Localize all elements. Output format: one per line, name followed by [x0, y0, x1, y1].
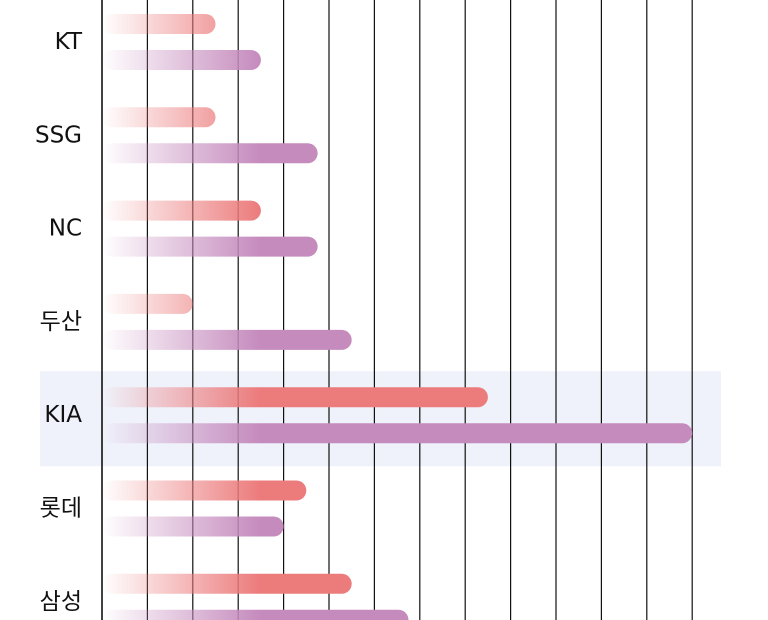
- bar-두산-series-1: [102, 293, 193, 314]
- bar-롯데-series-2: [102, 516, 284, 537]
- bar-KT-series-2: [102, 50, 261, 70]
- category-label: 두산: [40, 309, 82, 335]
- bar-NC-series-2: [102, 236, 318, 257]
- category-label: 롯데: [40, 496, 82, 522]
- bar-KIA-series-1: [102, 387, 488, 408]
- category-label: KT: [55, 29, 83, 55]
- bar-SSG-series-2: [102, 143, 318, 164]
- bar-KT-series-1: [102, 14, 216, 34]
- bar-삼성-series-1: [102, 573, 352, 594]
- highlight-band: [40, 371, 721, 467]
- bar-롯데-series-1: [102, 480, 307, 501]
- category-label: KIA: [44, 402, 82, 428]
- bar-삼성-series-2: [102, 609, 409, 620]
- category-label: 삼성: [40, 589, 82, 615]
- bar-KIA-series-2: [102, 423, 693, 444]
- category-label: SSG: [35, 122, 82, 148]
- bar-NC-series-1: [102, 200, 261, 221]
- bar-두산-series-2: [102, 329, 352, 350]
- bar-SSG-series-1: [102, 107, 216, 128]
- category-label: NC: [49, 216, 82, 242]
